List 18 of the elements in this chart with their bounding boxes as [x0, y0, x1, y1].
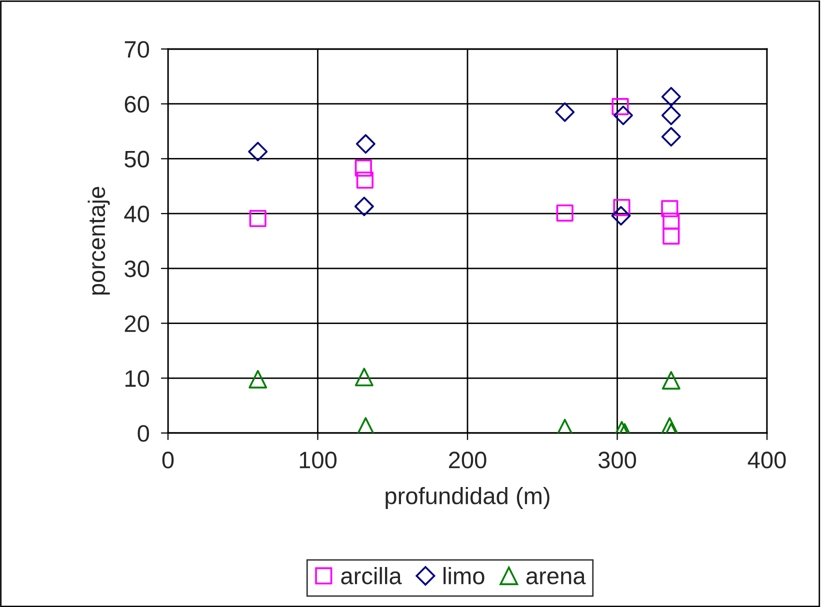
y-tick-label: 60 — [124, 96, 150, 113]
y-tick-label: 20 — [124, 315, 150, 332]
x-axis-title: profundidad (m) — [386, 486, 550, 509]
legend-label: limo — [444, 566, 484, 584]
y-axis-title: porcentaje — [88, 186, 110, 295]
x-tick-label: 100 — [300, 452, 337, 468]
x-tick-label: 300 — [598, 452, 636, 468]
legend-label: arena — [526, 571, 586, 584]
x-tick-label: 0 — [162, 452, 174, 468]
y-tick-label: 10 — [125, 370, 150, 387]
y-tick-label: 50 — [124, 150, 150, 168]
legend-label: arcilla — [341, 566, 402, 584]
y-tick-label: 40 — [124, 206, 150, 222]
x-tick-label: 200 — [448, 452, 486, 468]
y-tick-label: 0 — [138, 425, 150, 442]
x-tick-label: 400 — [748, 452, 786, 468]
y-tick-label: 30 — [124, 260, 150, 278]
y-tick-label: 70 — [124, 41, 150, 58]
